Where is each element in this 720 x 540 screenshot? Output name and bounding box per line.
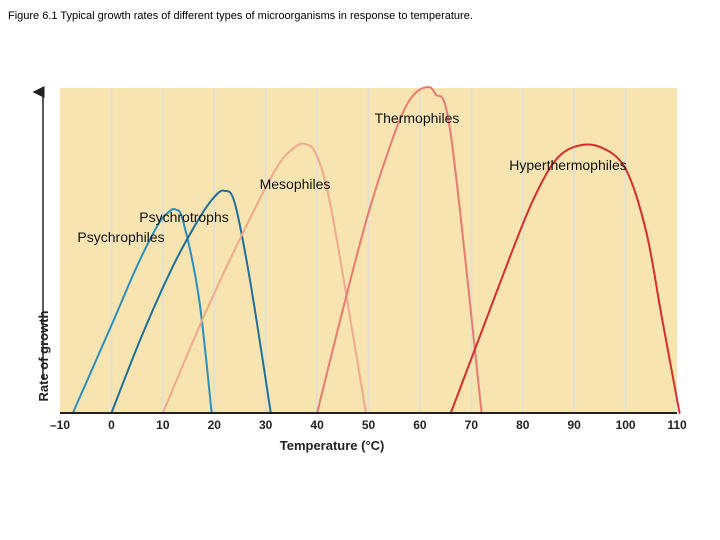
x-tick-label: 40: [310, 418, 324, 432]
series-labels: Psychrophiles Psychrotrophs Mesophiles Ther…: [77, 110, 626, 245]
series-lines: [71, 85, 681, 414]
series-label-hyperthermophiles: Hyperthermophiles: [509, 157, 627, 173]
x-tick-label: 0: [108, 418, 115, 432]
series-line-psychrophiles: [71, 208, 213, 414]
x-tick-label: 60: [413, 418, 427, 432]
x-tick-label: 110: [667, 418, 687, 432]
x-tick-label: 100: [616, 418, 636, 432]
x-tick-label: 20: [208, 418, 222, 432]
series-line-mesophiles: [161, 142, 367, 414]
series-label-psychrotrophs: Psychrotrophs: [139, 209, 228, 225]
x-tick-label: 70: [465, 418, 479, 432]
series-label-mesophiles: Mesophiles: [260, 176, 331, 192]
x-tick-label: 90: [567, 418, 581, 432]
series-line-psychrotrophs: [110, 189, 272, 414]
x-tick-label: 80: [516, 418, 530, 432]
x-tick-label: 50: [362, 418, 376, 432]
series-label-thermophiles: Thermophiles: [375, 110, 460, 126]
x-axis-title: Temperature (°C): [280, 438, 385, 453]
x-tick-labels: –10 0 10 20 30 40 50 60 70 80 90 100 110: [50, 418, 687, 432]
y-axis-title: Rate of growth: [36, 310, 51, 401]
x-tick-label: 10: [156, 418, 170, 432]
figure-caption: Figure 6.1 Typical growth rates of diffe…: [8, 10, 473, 22]
series-line-hyperthermophiles: [449, 143, 681, 414]
x-tick-label: 30: [259, 418, 273, 432]
x-tick-label: –10: [50, 418, 70, 432]
series-label-psychrophiles: Psychrophiles: [77, 229, 164, 245]
series-line-thermophiles: [316, 85, 483, 414]
axes: [32, 86, 677, 414]
